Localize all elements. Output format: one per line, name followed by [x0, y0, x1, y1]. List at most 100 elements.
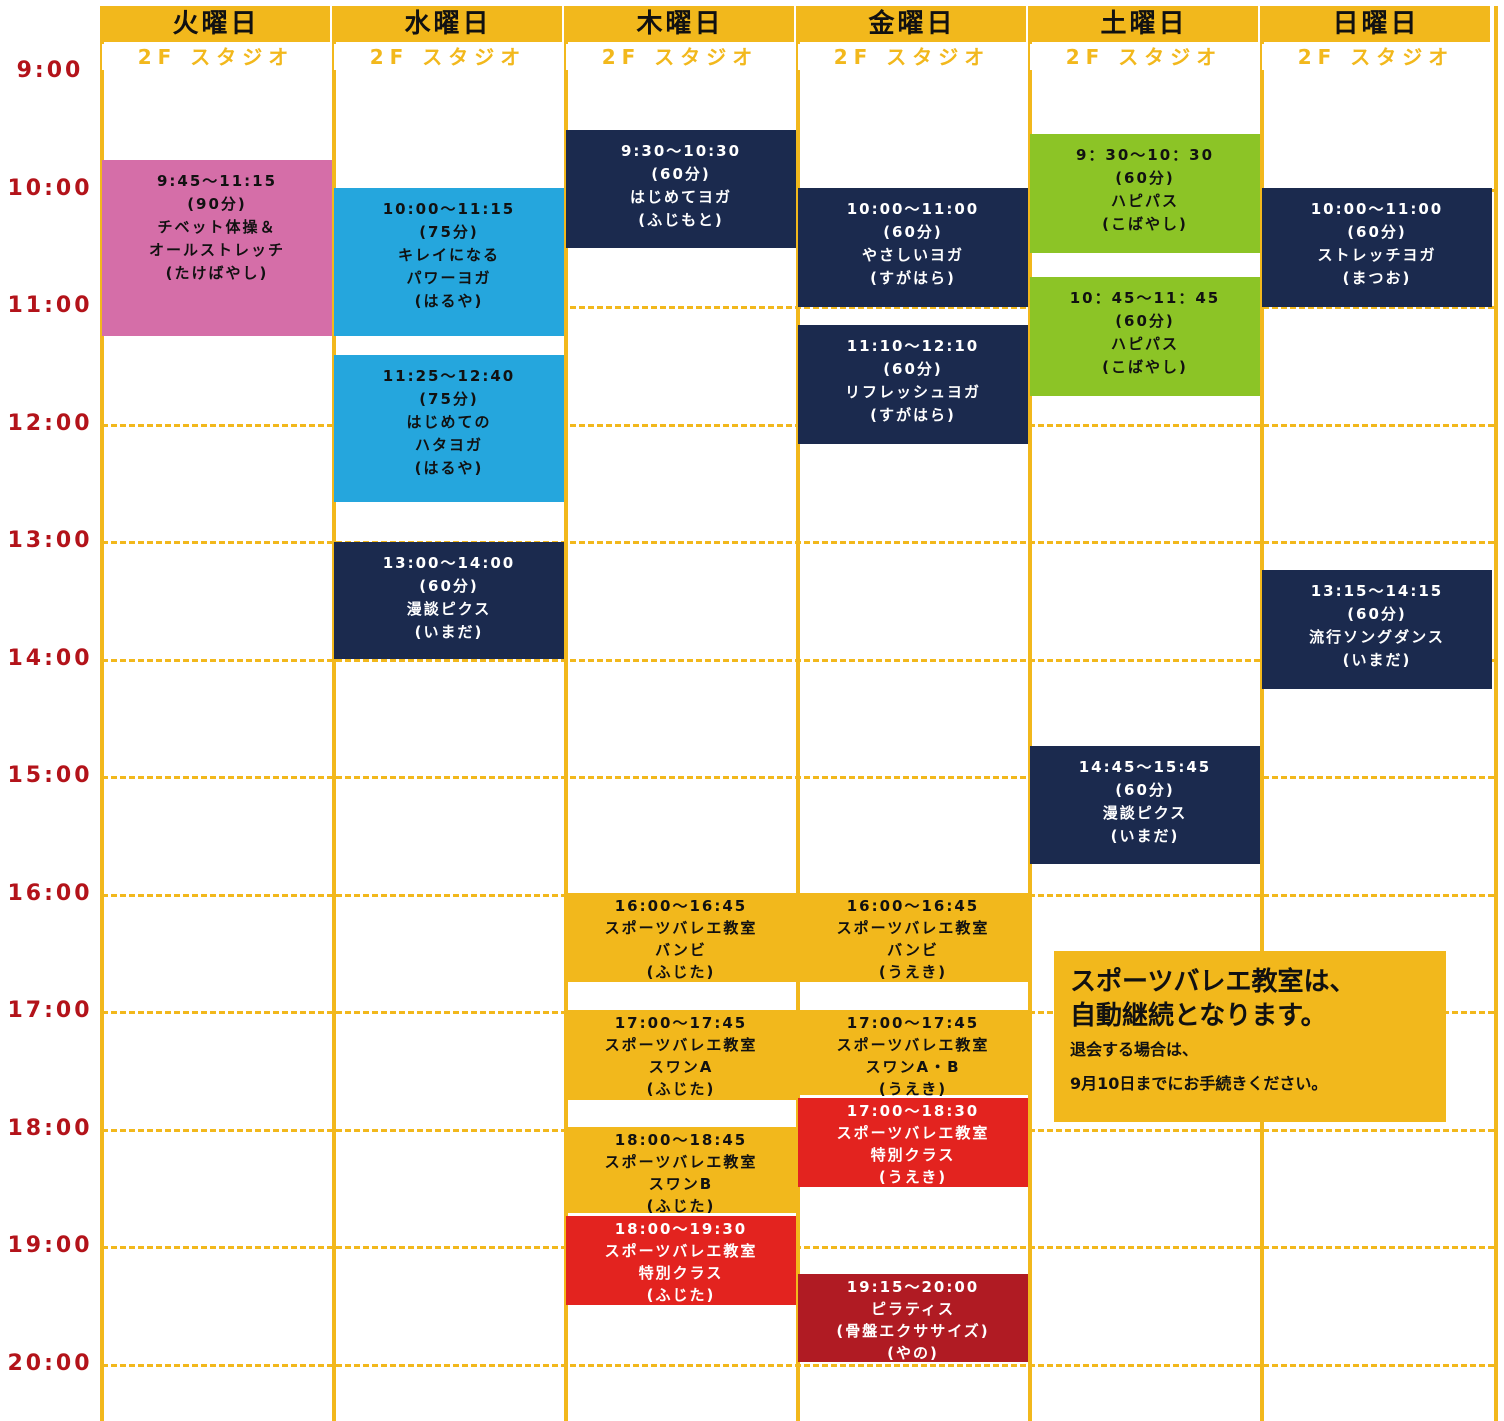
class-text: スワンA・B [865, 1058, 961, 1076]
notice-heading: スポーツバレエ教室は、 [1070, 967, 1356, 997]
class-text: オールストレッチ [148, 241, 285, 259]
class-text: キレイになる [397, 246, 500, 264]
class-block: 13:00～14:00 (60分) 漫談ピクス (いまだ) [334, 542, 564, 659]
room-label: 2F スタジオ [334, 44, 562, 70]
time-label: 17:00 [7, 998, 93, 1023]
class-text: ハタヨガ [414, 436, 483, 454]
class-text: スワンA [648, 1058, 714, 1076]
class-text: 10:00～11:15 [382, 200, 516, 218]
class-text: (いまだ) [1110, 827, 1180, 845]
class-text: 11:25～12:40 [382, 367, 516, 385]
class-text: (ふじた) [646, 1080, 716, 1098]
class-text: スワンB [648, 1175, 714, 1193]
notice-text: 退会する場合は、 [1070, 1040, 1199, 1059]
class-text: 10:00～11:00 [846, 200, 980, 218]
class-text: (60分) [883, 223, 943, 241]
class-text: 16:00～16:45 [614, 897, 748, 915]
class-text: スポーツバレエ教室 [604, 1242, 758, 1260]
class-block: 14:45～15:45 (60分) 漫談ピクス (いまだ) [1030, 746, 1260, 864]
time-label: 16:00 [7, 880, 93, 906]
class-block: 11:10～12:10 (60分) リフレッシュヨガ (すがはら) [798, 325, 1028, 444]
column-line [796, 6, 800, 1421]
class-text: (75分) [419, 390, 479, 408]
notice-box: スポーツバレエ教室は、 自動継続となります。退会する場合は、 9月10日までにお手続… [1054, 951, 1446, 1122]
class-text: (はるや) [414, 292, 484, 310]
class-block: 16:00～16:45 スポーツバレエ教室 バンビ (うえき) [798, 893, 1028, 982]
class-text: (いまだ) [414, 623, 484, 641]
class-text: (骨盤エクササイズ) [836, 1322, 990, 1340]
class-block: 9:30～10:30 (60分) はじめてヨガ (ふじもと) [566, 130, 796, 248]
class-block: 10：45～11：45 (60分) ハピパス (こばやし) [1030, 277, 1260, 396]
time-label: 10:00 [7, 175, 93, 201]
class-text: (うえき) [878, 1168, 948, 1186]
class-block: 17:00～17:45 スポーツバレエ教室 スワンA・B (うえき) [798, 1010, 1028, 1098]
class-block: 17:00～17:45 スポーツバレエ教室 スワンA (ふじた) [566, 1010, 796, 1100]
class-text: スポーツバレエ教室 [836, 1036, 990, 1054]
class-text: (ふじた) [646, 963, 716, 981]
class-text: (60分) [419, 577, 479, 595]
time-label: 12:00 [7, 410, 93, 436]
time-label: 19:00 [7, 1233, 93, 1258]
day-header: 日曜日 [1262, 6, 1490, 42]
day-header: 木曜日 [566, 6, 794, 42]
class-block: 9:45～11:15 (90分) チベット体操＆ オールストレッチ (たけばやし) [102, 160, 332, 336]
column-line [1260, 6, 1264, 1421]
class-text: ストレッチヨガ [1317, 246, 1437, 264]
class-text: (すがはら) [870, 406, 956, 424]
time-label: 18:00 [7, 1115, 93, 1141]
class-block: 18:00～19:30 スポーツバレエ教室 特別クラス (ふじた) [566, 1216, 796, 1305]
class-text: 9:45～11:15 [156, 172, 278, 190]
class-text: 16:00～16:45 [846, 897, 980, 915]
room-label: 2F スタジオ [798, 44, 1026, 70]
day-header: 水曜日 [334, 6, 562, 42]
class-text: 17:00～18:30 [846, 1102, 980, 1120]
class-text: (はるや) [414, 459, 484, 477]
class-text: やさしいヨガ [861, 246, 964, 264]
class-text: 11:10～12:10 [846, 337, 980, 355]
class-text: 13:00～14:00 [382, 554, 516, 572]
class-text: リフレッシュヨガ [844, 383, 981, 401]
notice-text: 9月10日までにお手続きください。 [1070, 1074, 1328, 1093]
class-block: 9：30～10：30 (60分) ハピパス (こばやし) [1030, 134, 1260, 253]
class-text: バンビ [655, 941, 707, 959]
class-text: 9：30～10：30 [1075, 146, 1215, 164]
notice-heading: 自動継続となります。 [1070, 1001, 1327, 1031]
class-text: スポーツバレエ教室 [604, 1153, 758, 1171]
class-text: (こばやし) [1102, 358, 1188, 376]
class-text: (ふじもと) [638, 211, 724, 229]
class-text: スポーツバレエ教室 [836, 919, 990, 937]
class-text: (60分) [1347, 605, 1407, 623]
time-label: 11:00 [7, 293, 93, 318]
class-text: 流行ソングダンス [1309, 628, 1445, 646]
class-text: (60分) [651, 165, 711, 183]
time-label: 20:00 [7, 1350, 93, 1376]
class-text: 特別クラス [638, 1264, 724, 1282]
time-label: 9:00 [16, 58, 84, 83]
class-text: チベット体操＆ [157, 218, 277, 236]
class-text: パワーヨガ [406, 269, 492, 287]
column-line [332, 6, 336, 1421]
class-text: 19:15～20:00 [846, 1278, 980, 1296]
time-label: 13:00 [7, 528, 93, 553]
class-text: スポーツバレエ教室 [604, 919, 758, 937]
class-text: スポーツバレエ教室 [604, 1036, 758, 1054]
room-label: 2F スタジオ [566, 44, 794, 70]
class-block: 16:00～16:45 スポーツバレエ教室 バンビ (ふじた) [566, 893, 796, 982]
column-line [1028, 6, 1032, 1421]
class-block: 10:00～11:15 (75分) キレイになる パワーヨガ (はるや) [334, 188, 564, 336]
day-header: 火曜日 [102, 6, 330, 42]
time-label: 14:00 [7, 645, 93, 671]
class-text: (たけばやし) [165, 264, 269, 282]
class-block: 11:25～12:40 (75分) はじめての ハタヨガ (はるや) [334, 355, 564, 502]
class-text: (こばやし) [1102, 215, 1188, 233]
class-block: 10:00～11:00 (60分) やさしいヨガ (すがはら) [798, 188, 1028, 307]
class-text: (やの) [887, 1344, 939, 1362]
class-text: 18:00～18:45 [614, 1131, 748, 1149]
class-text: (60分) [1115, 169, 1175, 187]
class-text: 18:00～19:30 [614, 1220, 748, 1238]
time-label: 15:00 [7, 763, 93, 788]
class-text: (うえき) [878, 963, 948, 981]
class-text: 9:30～10:30 [620, 142, 742, 160]
class-text: (いまだ) [1342, 651, 1412, 669]
